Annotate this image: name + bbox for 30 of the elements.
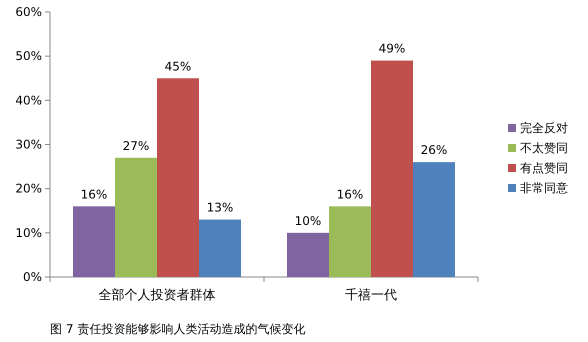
y-tick-label: 60% (15, 5, 42, 19)
bar (157, 78, 199, 277)
y-tick-label: 50% (15, 49, 42, 64)
data-label: 16% (336, 187, 364, 202)
y-tick-label: 40% (15, 93, 42, 108)
data-label: 26% (420, 143, 448, 158)
y-tick-label: 0% (22, 270, 42, 284)
data-label: 49% (378, 42, 406, 56)
data-label: 27% (122, 138, 150, 153)
y-tick-label: 20% (15, 182, 42, 196)
legend-label: 有点赞同 (520, 161, 568, 175)
bar (199, 220, 241, 277)
data-label: 10% (294, 214, 322, 228)
x-tick-label: 全部个人投资者群体 (98, 288, 216, 303)
data-label: 13% (206, 200, 234, 215)
legend-label: 非常同意 (520, 181, 568, 195)
caption: 图 7 责任投资能够影响人类活动造成的气候变化 (50, 322, 306, 336)
y-tick-label: 30% (15, 138, 42, 152)
bar (371, 60, 413, 277)
data-label: 45% (164, 59, 192, 74)
bar (413, 162, 455, 277)
bar (287, 232, 329, 277)
x-tick-label: 千禧一代 (345, 288, 397, 303)
legend-label: 完全反对 (520, 121, 568, 135)
legend-label: 不太赞同 (520, 141, 568, 155)
bar (115, 158, 157, 277)
bar (73, 206, 115, 277)
data-label: 16% (80, 187, 108, 202)
bar (329, 206, 371, 277)
y-tick-label: 10% (15, 226, 42, 240)
